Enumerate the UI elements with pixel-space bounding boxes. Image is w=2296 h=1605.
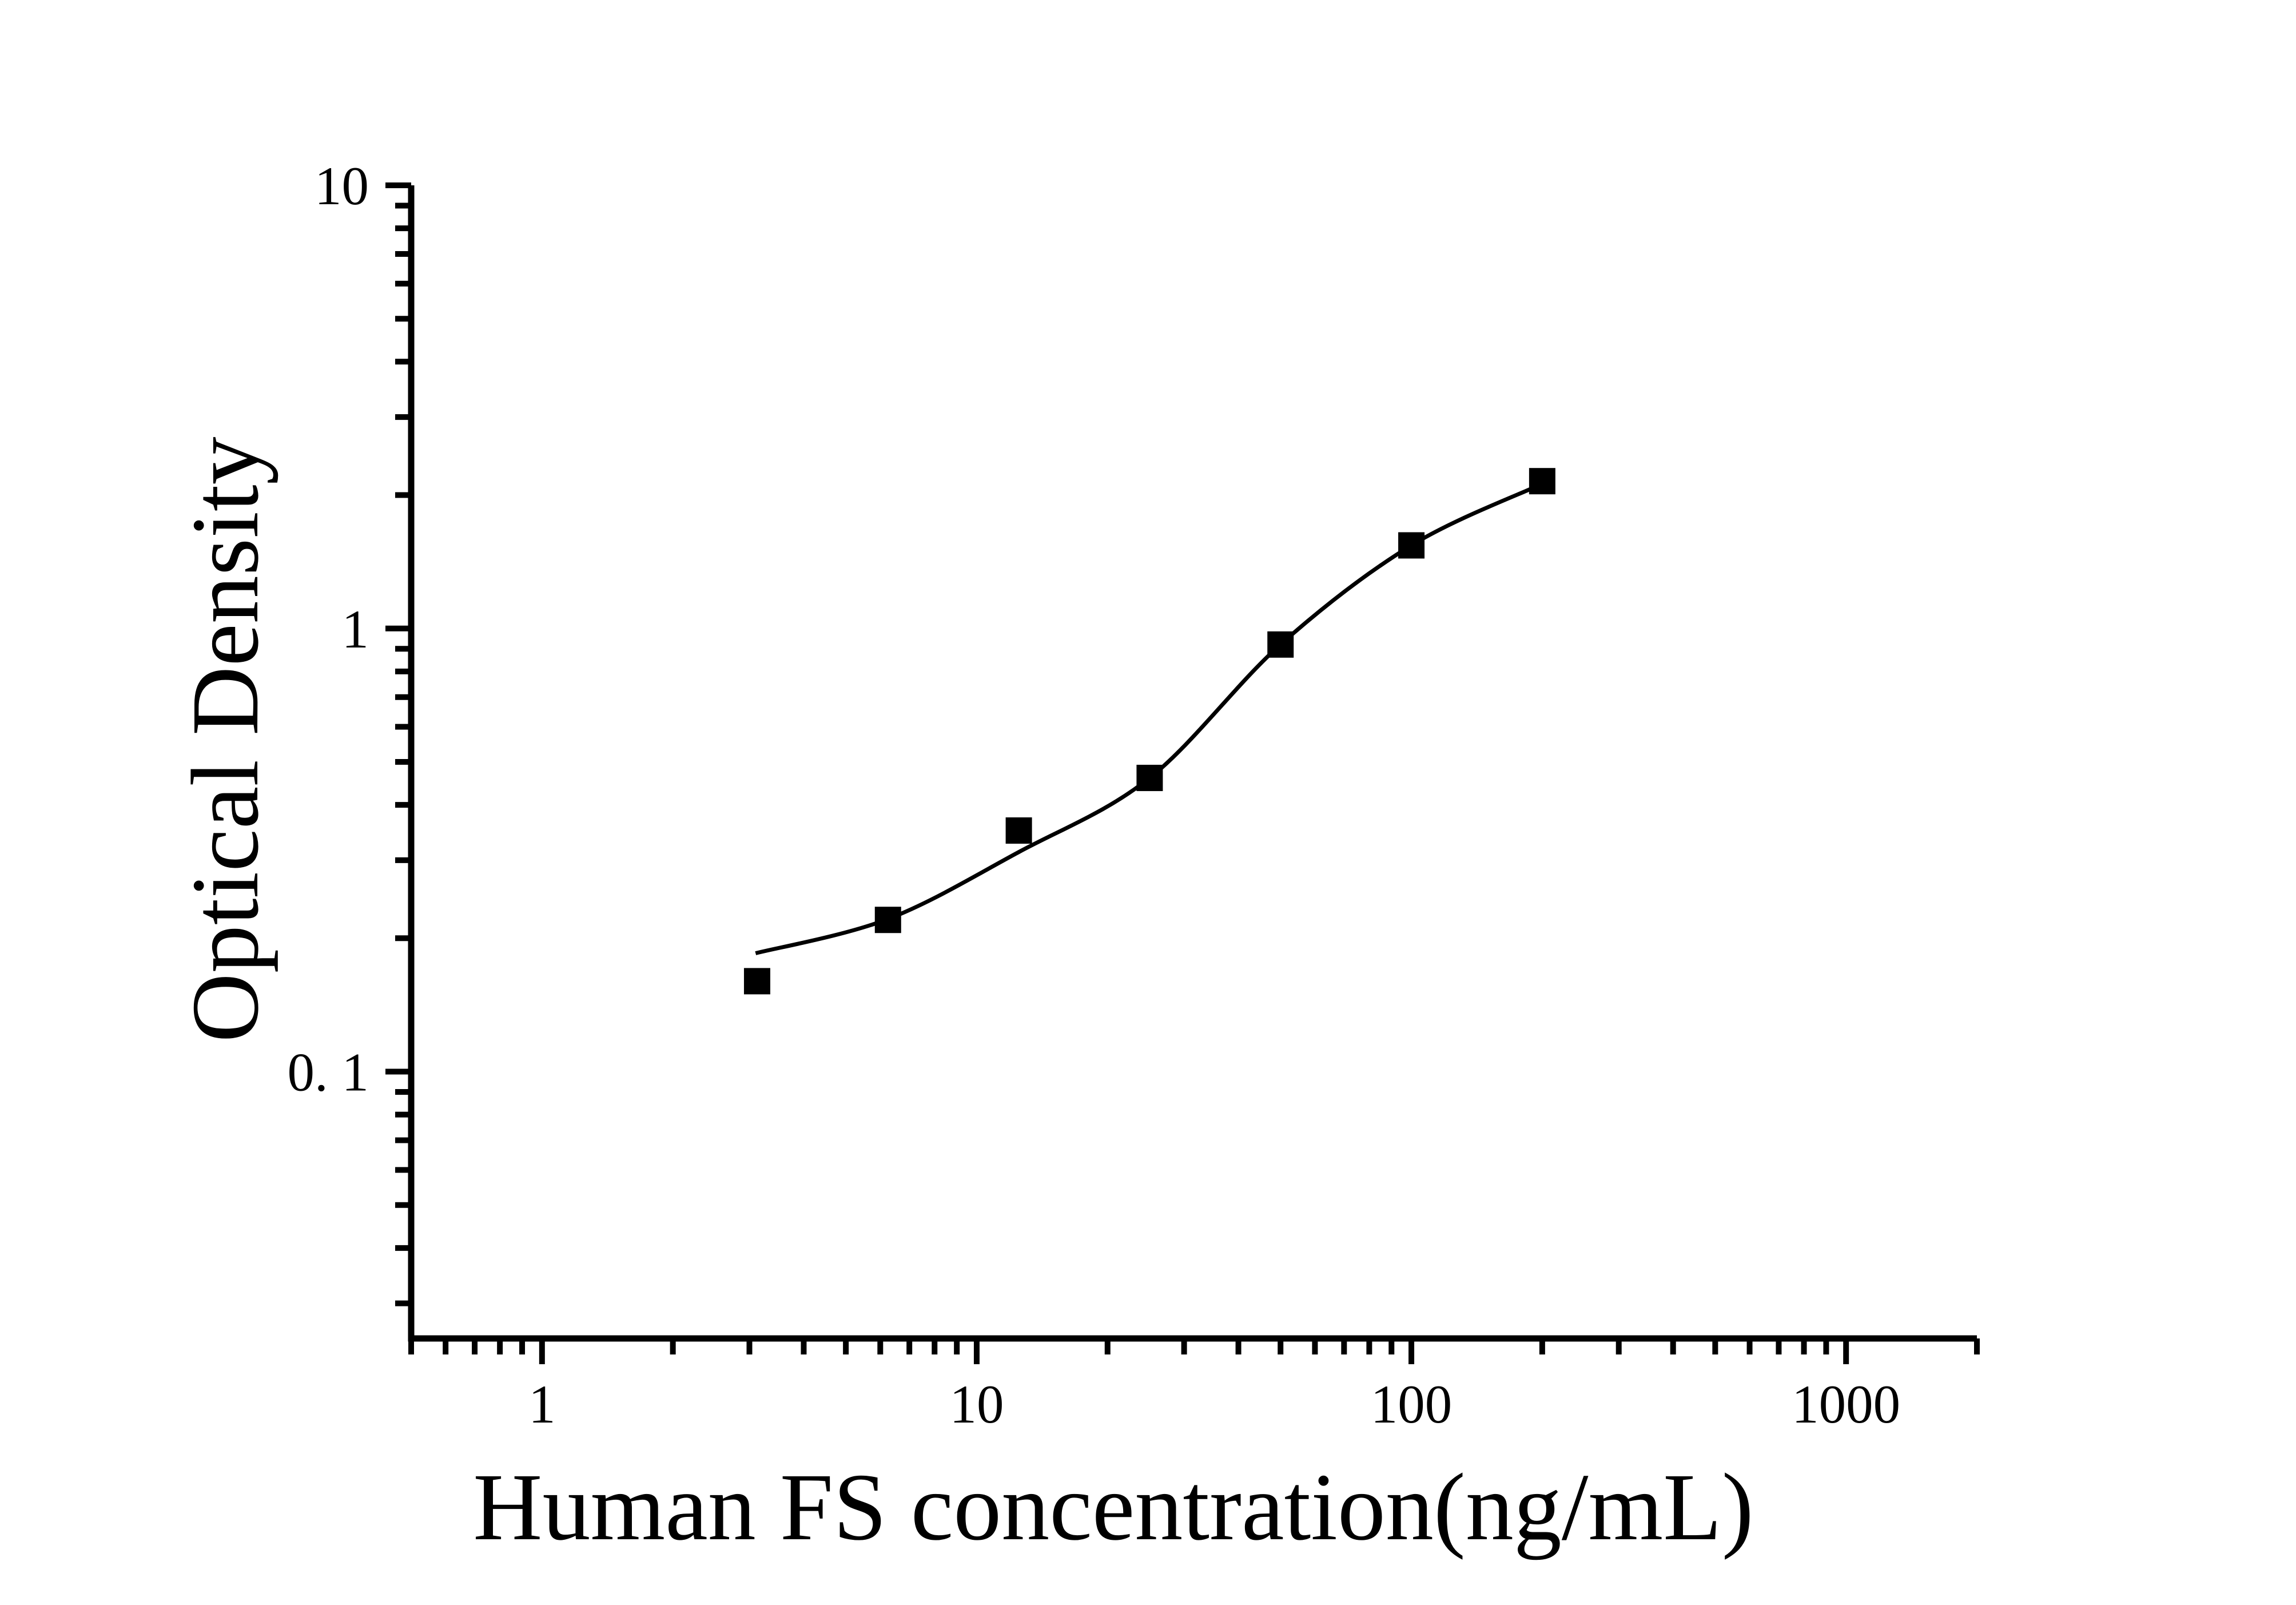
data-point-marker <box>1267 631 1294 658</box>
y-axis-title: Optical Density <box>172 436 278 1042</box>
y-tick-label-10: 10 <box>315 156 369 216</box>
x-tick-label-10: 10 <box>949 1374 1004 1435</box>
data-point-marker <box>743 968 770 995</box>
x-tick-labels: 1 10 100 1000 <box>528 1374 1900 1435</box>
data-points <box>743 468 1555 995</box>
axis-ticks <box>385 182 1980 1364</box>
x-tick-label-100: 100 <box>1371 1374 1453 1435</box>
data-point-marker <box>1529 468 1555 495</box>
data-point-marker <box>1005 817 1032 844</box>
x-tick-label-1: 1 <box>528 1374 556 1435</box>
y-tick-labels: 10 1 0. 1 <box>288 156 369 1103</box>
y-tick-label-1: 1 <box>342 599 369 660</box>
data-point-marker <box>1136 765 1163 792</box>
data-point-marker <box>874 907 901 933</box>
x-axis-title: Human FS concentration(ng/mL) <box>473 1454 1754 1560</box>
axes <box>408 185 1977 1342</box>
y-tick-label-0-1: 0. 1 <box>288 1042 369 1103</box>
x-tick-label-1000: 1000 <box>1792 1374 1900 1435</box>
data-point-marker <box>1398 532 1425 559</box>
